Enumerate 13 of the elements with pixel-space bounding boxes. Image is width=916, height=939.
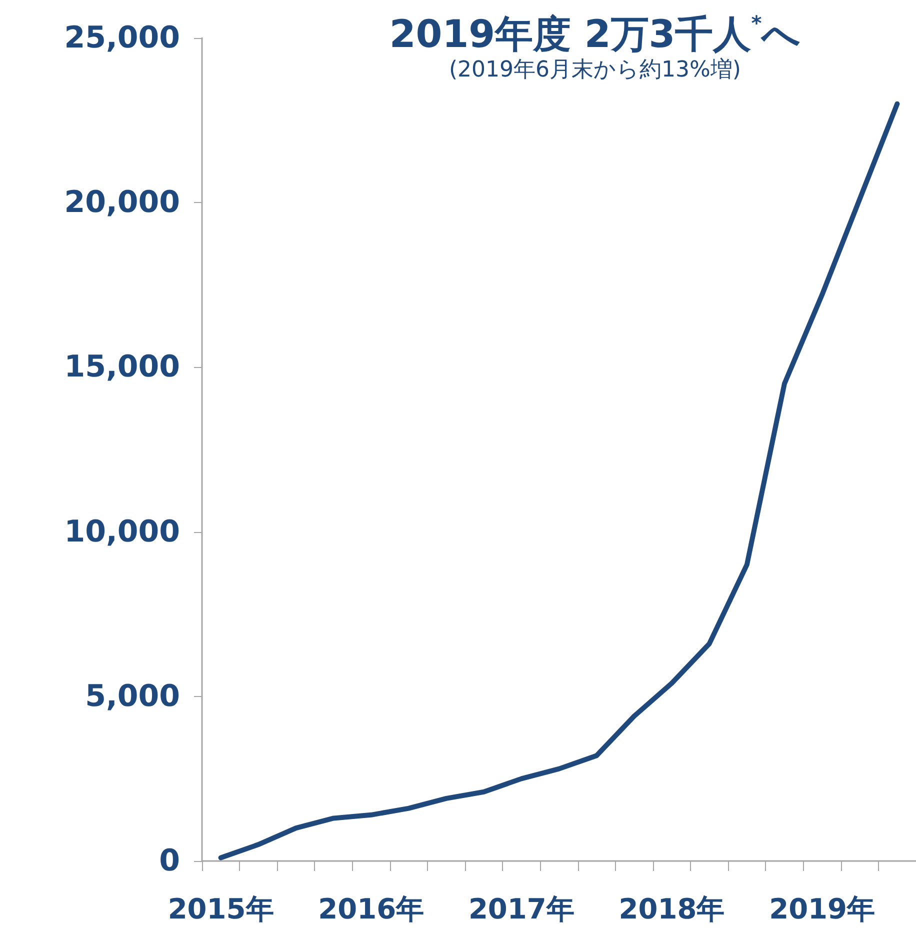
y-tick-label: 15,000 xyxy=(64,350,180,385)
text: (2019年6月末から約13%増) xyxy=(448,58,742,82)
y-tick-label: 20,000 xyxy=(64,185,180,220)
y-tick-label: 5,000 xyxy=(85,678,180,714)
chart-title: 2019年度 2万3千人*へ xyxy=(389,11,801,56)
x-tick-label: 2016年 xyxy=(318,892,424,926)
x-tick-label: 2017年 xyxy=(468,892,574,926)
y-tick-label: 10,000 xyxy=(64,514,180,550)
x-tick-label: 2019年 xyxy=(769,892,876,926)
y-tick-label: 25,000 xyxy=(64,20,180,56)
x-tick-label: 2015年 xyxy=(168,892,274,926)
y-tick-label: 0 xyxy=(159,844,180,878)
x-tick-label: 2018年 xyxy=(618,892,725,926)
